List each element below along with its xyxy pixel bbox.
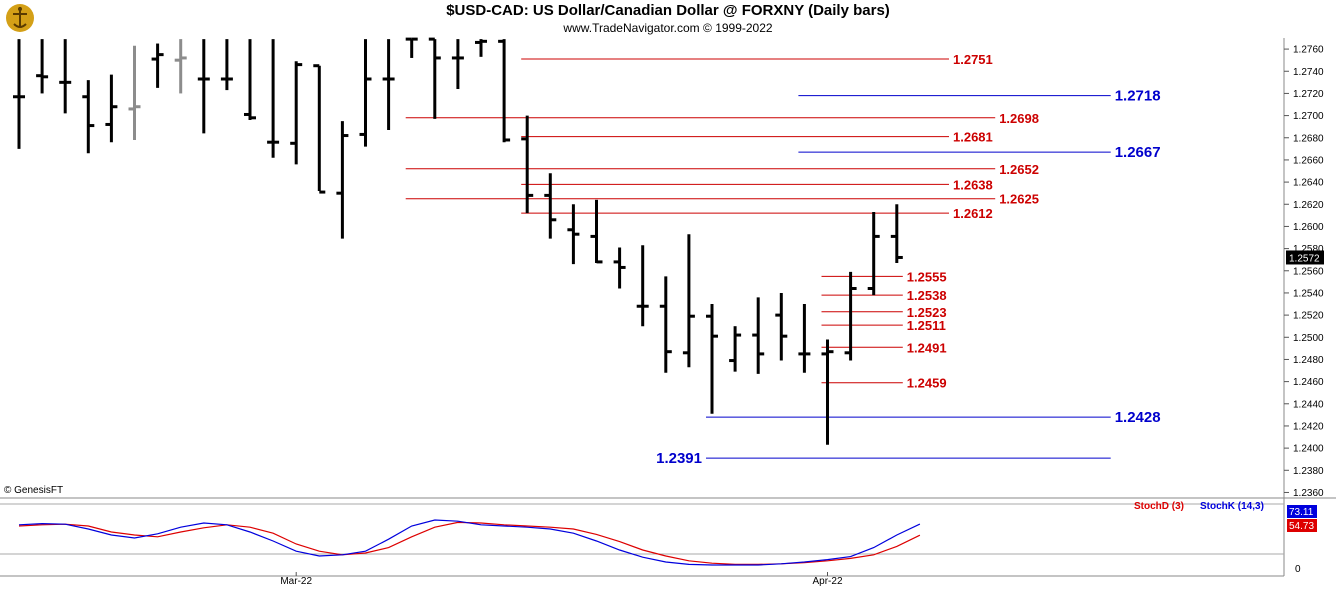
ohlc-bar bbox=[105, 74, 118, 143]
stoch-d-value-box bbox=[1287, 519, 1317, 532]
stoch-k-value: 73.11 bbox=[1289, 507, 1314, 518]
ohlc-bar bbox=[590, 199, 603, 264]
y-axis: 1.2760 1.2740 1.2720 1.2700 1.2680 1.2660 1.26… bbox=[1284, 45, 1324, 499]
ohlc-bar bbox=[13, 39, 25, 149]
ohlc-bar bbox=[521, 115, 534, 214]
chart-title: $USD-CAD: US Dollar/Canadian Dollar @ FO… bbox=[446, 2, 890, 19]
y-tick-label: 1.2560 bbox=[1293, 266, 1324, 277]
stoch-d-line bbox=[18, 521, 921, 565]
ohlc-bar bbox=[498, 39, 511, 143]
ohlc-bar bbox=[567, 204, 580, 265]
ohlc-bar bbox=[244, 39, 256, 121]
y-tick-label: 1.2660 bbox=[1293, 155, 1324, 166]
ohlc-bar bbox=[475, 39, 487, 57]
level-label: 1.2652 bbox=[999, 162, 1039, 177]
ohlc-bar bbox=[151, 43, 164, 88]
ohlc-bar bbox=[682, 234, 695, 368]
level-label: 1.2681 bbox=[953, 130, 993, 145]
ohlc-bar bbox=[844, 271, 857, 361]
ohlc-bar bbox=[359, 39, 372, 147]
level-label: 1.2638 bbox=[953, 177, 993, 192]
level-label: 1.2428 bbox=[1115, 409, 1161, 426]
stochastic-panel: StochD (3) StochK (14,3) 73.11 54.73 0 bbox=[18, 501, 1317, 575]
level-label: 1.2698 bbox=[999, 111, 1039, 126]
x-tick-label: Apr-22 bbox=[812, 576, 842, 587]
ohlc-bar bbox=[659, 276, 672, 373]
ohlc-bar bbox=[775, 292, 788, 361]
ohlc-bar bbox=[197, 39, 210, 134]
ohlc-bar bbox=[59, 39, 72, 114]
ohlc-bar bbox=[428, 37, 441, 119]
level-label: 1.2391 bbox=[656, 450, 702, 467]
ohlc-bar bbox=[890, 204, 903, 264]
y-tick-label: 1.2480 bbox=[1293, 355, 1324, 366]
y-tick-label: 1.2740 bbox=[1293, 67, 1324, 78]
y-tick-label: 1.2620 bbox=[1293, 200, 1324, 211]
ohlc-bar bbox=[82, 80, 95, 154]
level-label: 1.2511 bbox=[907, 318, 946, 333]
x-axis: Mar-22 Apr-22 bbox=[280, 572, 843, 587]
ohlc-bar bbox=[336, 121, 349, 239]
level-label: 1.2459 bbox=[907, 376, 947, 391]
y-tick-label: 1.2420 bbox=[1293, 421, 1324, 432]
ohlc-bar bbox=[220, 39, 233, 91]
x-tick-label: Mar-22 bbox=[280, 576, 312, 587]
level-label: 1.2625 bbox=[999, 192, 1039, 207]
y-tick-label: 1.2360 bbox=[1293, 488, 1324, 499]
y-tick-label: 1.2460 bbox=[1293, 377, 1324, 388]
ohlc-bars bbox=[13, 37, 903, 445]
y-tick-label: 1.2520 bbox=[1293, 311, 1324, 322]
ohlc-bar bbox=[636, 245, 649, 327]
stoch-k-legend: StochK (14,3) bbox=[1200, 501, 1264, 512]
ohlc-bar bbox=[174, 39, 187, 94]
ohlc-bar bbox=[313, 64, 326, 194]
level-label: 1.2555 bbox=[907, 269, 947, 284]
stoch-k-value-box bbox=[1287, 505, 1317, 518]
ohlc-bar bbox=[798, 304, 811, 373]
level-label: 1.2667 bbox=[1115, 144, 1161, 161]
ohlc-bar bbox=[128, 45, 141, 140]
y-tick-label: 1.2440 bbox=[1293, 399, 1324, 410]
stoch-d-value: 54.73 bbox=[1289, 521, 1314, 532]
y-tick-label: 1.2500 bbox=[1293, 333, 1324, 344]
y-tick-label: 1.2400 bbox=[1293, 444, 1324, 455]
copyright-text: © GenesisFT bbox=[4, 485, 64, 496]
stoch-k-line bbox=[18, 519, 921, 566]
ohlc-bar bbox=[36, 39, 49, 94]
level-label: 1.2751 bbox=[953, 52, 993, 67]
level-label: 1.2523 bbox=[907, 305, 947, 320]
ohlc-bar bbox=[382, 39, 395, 130]
ohlc-bar bbox=[706, 304, 718, 414]
ohlc-bar bbox=[544, 173, 557, 239]
last-price-box bbox=[1286, 250, 1324, 265]
y-tick-label: 1.2600 bbox=[1293, 222, 1324, 233]
y-tick-label: 1.2540 bbox=[1293, 288, 1324, 299]
stoch-d-legend: StochD (3) bbox=[1134, 501, 1184, 512]
ohlc-bar bbox=[613, 247, 626, 289]
ohlc-bar bbox=[405, 37, 418, 58]
y-tick-label: 1.2380 bbox=[1293, 466, 1324, 477]
stoch-axis-zero: 0 bbox=[1295, 564, 1301, 575]
ohlc-bar bbox=[451, 39, 464, 89]
y-tick-label: 1.2580 bbox=[1293, 244, 1324, 255]
level-label: 1.2612 bbox=[953, 206, 993, 221]
ohlc-bar bbox=[729, 326, 742, 372]
y-tick-label: 1.2720 bbox=[1293, 89, 1324, 100]
y-tick-label: 1.2700 bbox=[1293, 111, 1324, 122]
level-label: 1.2718 bbox=[1115, 88, 1161, 105]
ohlc-bar bbox=[821, 339, 834, 445]
level-label: 1.2538 bbox=[907, 288, 947, 303]
last-price-label: 1.2572 bbox=[1289, 253, 1320, 264]
level-label: 1.2491 bbox=[907, 340, 947, 355]
ohlc-bar bbox=[267, 39, 280, 158]
y-tick-label: 1.2680 bbox=[1293, 133, 1324, 144]
trade-navigator-logo-icon bbox=[6, 4, 34, 32]
ohlc-bar bbox=[752, 297, 765, 374]
y-tick-label: 1.2640 bbox=[1293, 178, 1324, 189]
chart-subtitle: www.TradeNavigator.com © 1999-2022 bbox=[563, 21, 773, 35]
y-tick-label: 1.2760 bbox=[1293, 45, 1324, 56]
ohlc-bar bbox=[867, 212, 880, 296]
ohlc-bar bbox=[290, 61, 303, 165]
